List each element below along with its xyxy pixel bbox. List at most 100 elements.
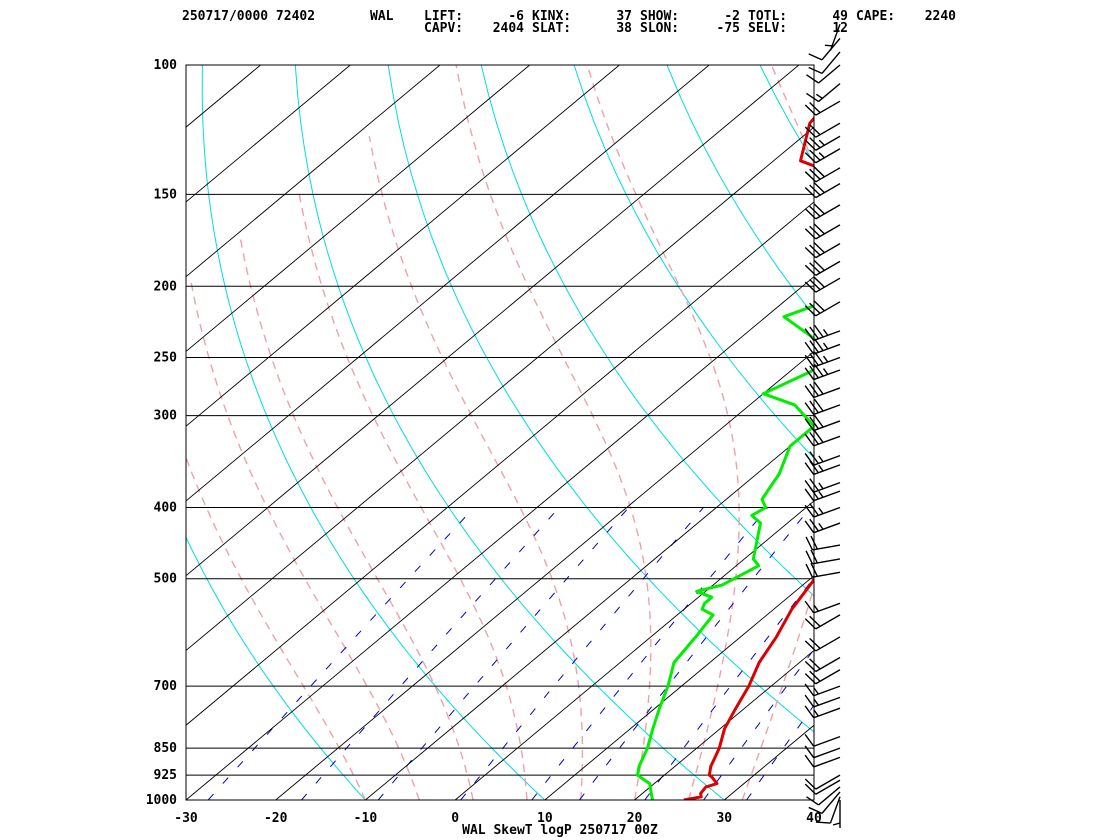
wind-barb xyxy=(804,503,841,518)
mixing-ratio-line xyxy=(531,507,768,800)
wind-barb xyxy=(805,562,841,578)
isotherm-line xyxy=(186,126,814,652)
mixing-ratio-lines xyxy=(207,507,814,800)
dry-adiabat-line xyxy=(573,65,814,459)
wind-barb xyxy=(824,23,841,51)
wind-barb xyxy=(804,351,841,368)
mixing-ratio-line xyxy=(644,576,814,800)
wind-barb xyxy=(804,600,841,614)
isotherm-line xyxy=(186,201,814,726)
chart-title: WAL SkewT logP 250717 00Z xyxy=(462,823,658,838)
mixing-ratio-line xyxy=(579,507,811,800)
wind-barb xyxy=(804,181,841,199)
wind-barb xyxy=(804,242,841,259)
wind-barb xyxy=(804,122,841,138)
stat-value: 38 xyxy=(616,21,632,36)
temperature-tick-label: -10 xyxy=(354,811,378,826)
wind-barb xyxy=(804,100,841,116)
stat-label: CAPE: xyxy=(856,9,896,24)
wind-barb xyxy=(804,451,841,466)
pressure-tick-label: 700 xyxy=(154,679,178,694)
stat-label: KINX: xyxy=(532,9,572,24)
wind-barb xyxy=(804,338,841,355)
profiles xyxy=(636,116,814,800)
pressure-tick-label: 200 xyxy=(154,279,178,294)
moist-adiabat-line xyxy=(239,234,474,800)
wind-barb xyxy=(804,779,841,795)
header-station-code: WAL xyxy=(370,9,394,24)
plot-frame xyxy=(185,64,815,801)
wind-barb xyxy=(804,745,841,759)
wind-barb xyxy=(804,276,841,293)
wind-barb xyxy=(804,398,841,416)
isotherm-line xyxy=(186,276,814,800)
pressure-tick-labels: 100 150 200 250 300 400 500 700 850 925 1000 xyxy=(146,58,177,808)
wind-barb xyxy=(804,734,841,747)
isotherm-line xyxy=(275,350,814,800)
wind-barb xyxy=(804,683,841,697)
stat-value: -75 xyxy=(716,21,740,36)
temperature-tick-label: -30 xyxy=(174,811,198,826)
stat-label: TOTL: xyxy=(748,9,788,24)
moist-adiabat-line xyxy=(455,65,652,800)
isotherm-line xyxy=(813,799,814,800)
wind-barb xyxy=(804,694,841,708)
temperature-tick-label: 40 xyxy=(806,811,822,826)
wind-barb xyxy=(804,148,841,164)
wind-barb xyxy=(804,705,841,719)
isotherm-line xyxy=(186,65,710,502)
isotherm-line xyxy=(634,649,814,800)
temperature-tick-label: 20 xyxy=(627,811,643,826)
dry-adiabat-line xyxy=(480,65,814,597)
isotherm-line xyxy=(186,65,620,427)
isotherm-line xyxy=(365,425,814,800)
moist-adiabat-line xyxy=(741,65,814,800)
isotherm-line xyxy=(186,65,800,577)
wind-barb xyxy=(815,796,841,824)
wind-barb xyxy=(804,774,841,790)
mixing-ratio-line xyxy=(301,507,560,800)
wind-barb xyxy=(804,166,841,183)
dry-adiabat-line xyxy=(294,65,725,800)
wind-barb xyxy=(804,135,841,151)
wind-barb xyxy=(804,324,841,342)
stat-value: 49 xyxy=(832,9,848,24)
wind-barb xyxy=(808,51,841,75)
stat-label: SHOW: xyxy=(640,9,680,24)
dry-adiabat-line xyxy=(666,65,814,317)
isotherm-line xyxy=(186,65,531,353)
stat-label: SELV: xyxy=(748,21,788,36)
moist-adiabats xyxy=(186,65,814,800)
wind-barb xyxy=(806,64,841,84)
temperature-profile xyxy=(683,116,814,800)
pressure-tick-label: 850 xyxy=(154,741,178,756)
wind-barb xyxy=(804,381,841,399)
pressure-tick-label: 925 xyxy=(154,768,177,783)
dry-adiabat-line xyxy=(853,65,1120,800)
mixing-ratio-line xyxy=(746,704,814,800)
wind-barb xyxy=(804,669,841,685)
moist-adiabat-line xyxy=(298,194,528,800)
wind-barb xyxy=(804,300,841,317)
wind-barb xyxy=(804,478,841,493)
wind-barb xyxy=(804,203,841,220)
moist-adiabat-line xyxy=(368,136,584,800)
wind-barb xyxy=(806,83,841,103)
wind-barbs xyxy=(804,23,841,828)
wind-barb xyxy=(832,800,841,828)
wind-barb xyxy=(804,636,841,652)
dewpoint-profile xyxy=(636,304,814,800)
pressure-tick-label: 300 xyxy=(154,409,178,424)
stat-label: CAPV: xyxy=(424,21,464,36)
pressure-tick-label: 100 xyxy=(154,58,178,73)
wind-barb xyxy=(804,223,841,240)
isotherm-line xyxy=(454,500,814,800)
wind-barb xyxy=(804,363,841,381)
wind-barb xyxy=(804,754,841,768)
pressure-tick-label: 1000 xyxy=(146,793,177,808)
stat-value: 2240 xyxy=(924,9,956,24)
isotherm-line xyxy=(186,65,351,203)
moist-adiabat-line xyxy=(189,278,420,800)
stat-value: 2404 xyxy=(492,21,524,36)
